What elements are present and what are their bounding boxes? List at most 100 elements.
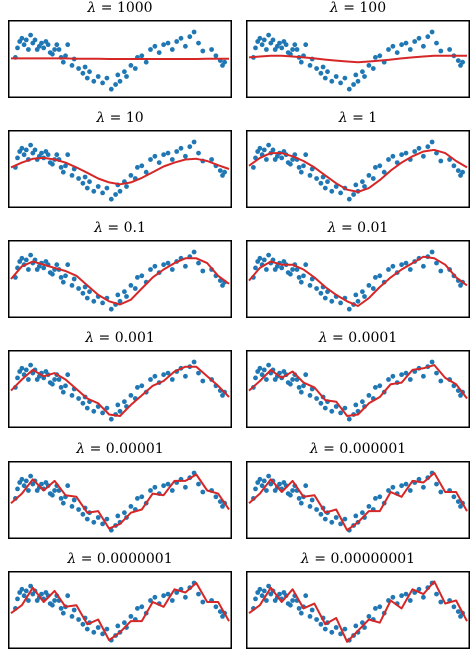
data-point [71, 497, 77, 503]
data-point [135, 496, 140, 501]
data-point [353, 72, 359, 78]
data-point [148, 47, 153, 52]
data-point [373, 165, 378, 170]
data-point [314, 396, 319, 401]
panel-plot [246, 350, 470, 428]
data-point [191, 29, 197, 35]
data-point [152, 43, 158, 49]
data-point [257, 476, 263, 482]
data-point [54, 152, 60, 158]
data-point [58, 275, 64, 280]
data-point [128, 283, 134, 288]
data-point [39, 40, 44, 46]
equals-sign: = [94, 330, 115, 346]
data-point [60, 279, 66, 285]
data-point [386, 157, 391, 162]
data-point [253, 486, 258, 492]
data-point [26, 267, 31, 272]
data-point [165, 481, 171, 487]
data-point [187, 34, 193, 40]
data-point [346, 196, 352, 202]
data-point [104, 75, 110, 81]
data-point [183, 484, 188, 490]
data-point [152, 153, 158, 159]
data-point [45, 42, 51, 48]
data-point [307, 283, 313, 288]
data-point [261, 257, 267, 263]
data-point [41, 45, 47, 51]
data-point [434, 591, 439, 597]
data-point [117, 188, 123, 194]
data-point [309, 607, 315, 613]
data-point [342, 516, 348, 522]
lambda-symbol: λ [87, 0, 97, 16]
data-point [39, 481, 44, 487]
data-point [309, 497, 315, 503]
data-point [84, 185, 90, 191]
plot-frame [246, 571, 470, 649]
data-point [390, 484, 396, 490]
data-point [21, 593, 27, 599]
panel-plot [8, 461, 232, 539]
data-point [298, 610, 304, 616]
data-point [399, 372, 404, 378]
data-point [346, 86, 352, 92]
data-point [52, 488, 57, 493]
data-point [261, 367, 267, 373]
data-point [28, 252, 33, 258]
data-point [322, 75, 328, 81]
lambda-value: 0.000001 [339, 441, 407, 457]
data-point [342, 626, 348, 632]
data-point [333, 625, 339, 630]
data-point [322, 405, 328, 411]
data-point [279, 155, 285, 161]
data-point [82, 64, 88, 70]
data-point [19, 255, 25, 261]
data-point [100, 631, 105, 637]
data-point [314, 286, 319, 291]
data-point [303, 593, 309, 599]
data-point [329, 629, 335, 635]
data-point [217, 168, 223, 173]
data-point [165, 370, 171, 376]
data-point [108, 306, 114, 312]
data-point [355, 298, 361, 304]
data-point [264, 488, 269, 493]
data-point [15, 155, 20, 161]
data-point [353, 402, 359, 408]
data-point [84, 405, 90, 411]
data-point [296, 496, 302, 501]
data-point [412, 39, 418, 44]
data-point [318, 511, 324, 517]
data-point [139, 494, 145, 500]
data-point [438, 268, 444, 274]
data-point [15, 596, 20, 602]
data-point [288, 381, 293, 387]
data-point [253, 596, 258, 602]
data-point [390, 153, 396, 159]
data-point [261, 37, 267, 43]
data-point [152, 484, 158, 490]
equals-sign: = [85, 441, 106, 457]
data-point [366, 283, 372, 288]
data-point [169, 488, 175, 493]
data-point [132, 66, 138, 71]
data-point [87, 179, 92, 185]
data-point [416, 586, 422, 592]
data-point [50, 381, 55, 387]
data-point [91, 298, 97, 304]
data-point [50, 602, 55, 608]
data-point [261, 588, 267, 594]
panel-title: λ = 0.00000001 [240, 551, 474, 567]
data-point [451, 494, 457, 500]
data-point [165, 150, 171, 156]
data-point [19, 586, 25, 592]
data-point [377, 163, 383, 169]
data-point [165, 260, 171, 266]
data-point [421, 373, 426, 379]
data-point [338, 80, 343, 86]
data-point [122, 289, 127, 295]
data-point [373, 275, 378, 280]
data-point [296, 165, 302, 170]
panel-plot [8, 20, 232, 98]
